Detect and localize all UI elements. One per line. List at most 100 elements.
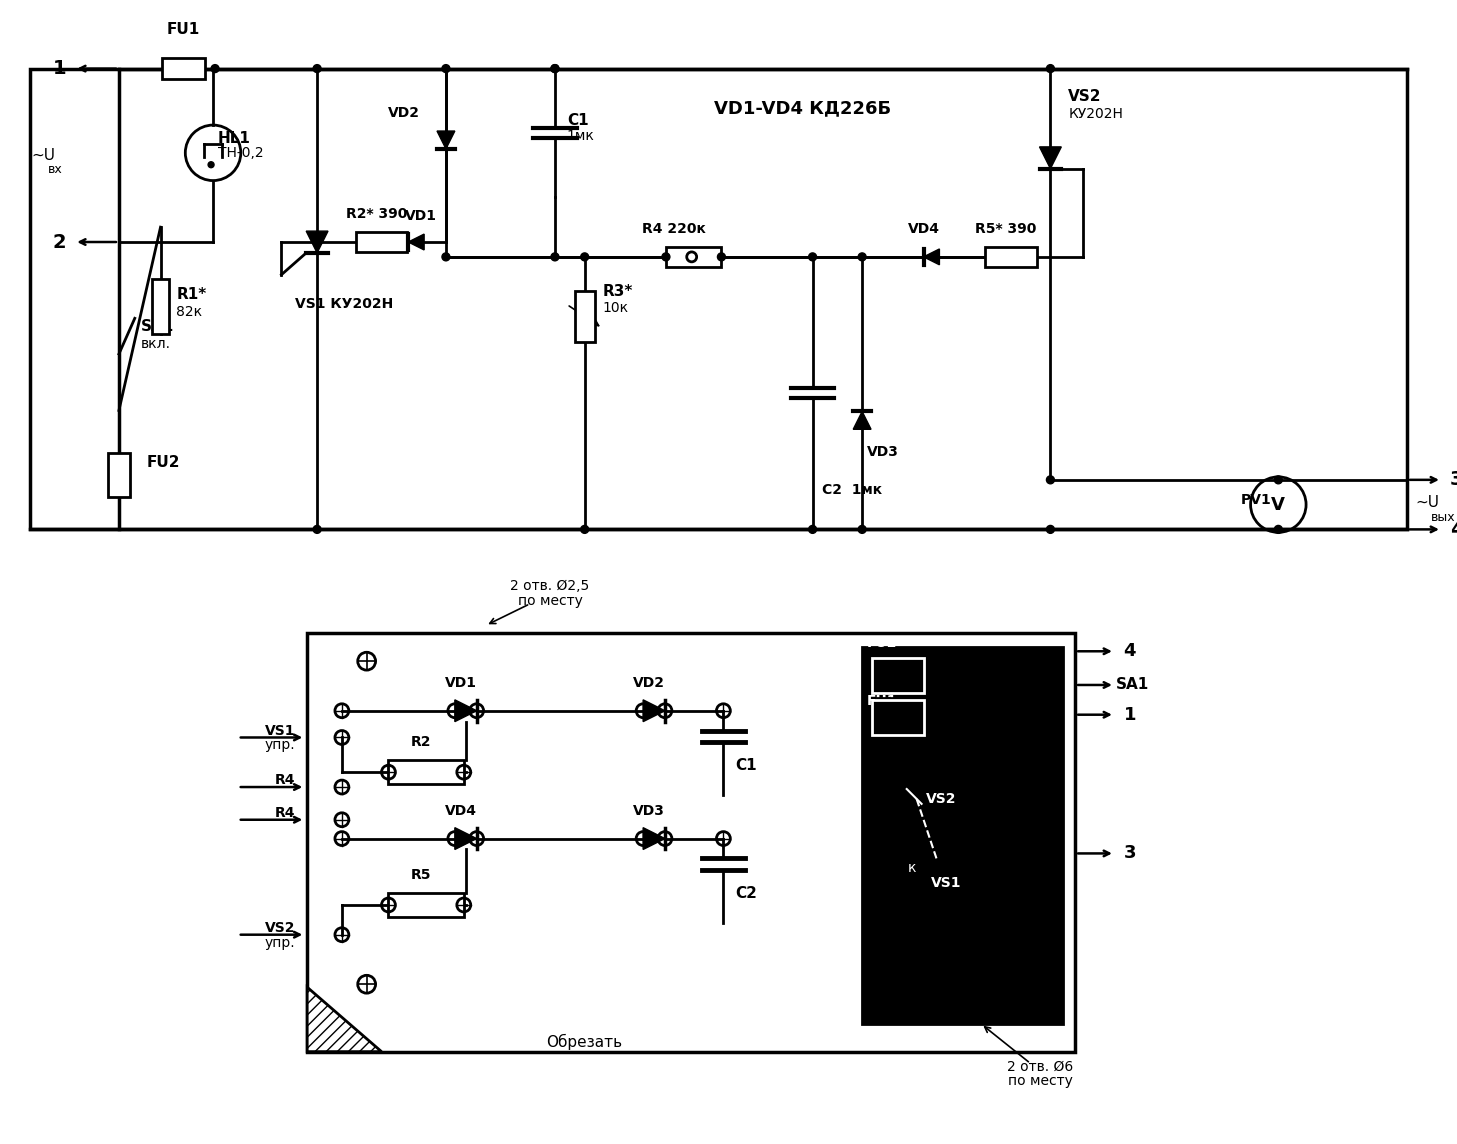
Text: VS1: VS1: [265, 723, 296, 738]
Text: упр.: упр.: [265, 738, 296, 753]
Text: R4: R4: [275, 773, 296, 787]
Polygon shape: [854, 412, 871, 429]
Circle shape: [208, 161, 214, 168]
Circle shape: [313, 64, 321, 72]
Polygon shape: [643, 827, 664, 850]
Text: VS2: VS2: [1068, 89, 1101, 104]
Circle shape: [551, 64, 559, 72]
Text: R1*: R1*: [176, 287, 207, 302]
Text: 1мк: 1мк: [567, 129, 594, 143]
Text: C2  1мк: C2 1мк: [823, 483, 883, 496]
Polygon shape: [307, 987, 382, 1051]
Text: VD1: VD1: [444, 676, 476, 690]
Bar: [108, 453, 130, 496]
Polygon shape: [643, 700, 664, 722]
Text: FU1: FU1: [166, 22, 200, 37]
Text: вых: вых: [1431, 511, 1456, 524]
Text: VS1: VS1: [931, 876, 962, 890]
Circle shape: [661, 253, 670, 261]
Polygon shape: [455, 827, 476, 850]
Circle shape: [441, 64, 450, 72]
Text: C1: C1: [567, 112, 589, 128]
Text: R3*: R3*: [603, 284, 632, 299]
Text: C2: C2: [736, 885, 758, 900]
Bar: [356, 232, 408, 252]
Text: R2* 390: R2* 390: [345, 207, 408, 221]
Bar: [29, 69, 1407, 530]
Text: по месту: по месту: [517, 594, 583, 607]
Text: 4: 4: [1450, 519, 1457, 539]
Bar: [877, 698, 931, 738]
Circle shape: [551, 253, 559, 261]
Circle shape: [1275, 525, 1282, 533]
Text: ~U: ~U: [32, 148, 55, 162]
Text: C1: C1: [736, 757, 758, 772]
Text: 3: 3: [1123, 844, 1136, 863]
Text: 10к: 10к: [603, 301, 628, 316]
Circle shape: [717, 253, 726, 261]
Bar: [574, 291, 594, 342]
Text: 82к: 82к: [176, 305, 203, 319]
Text: VS1 КУ202Н: VS1 КУ202Н: [296, 297, 393, 311]
Circle shape: [581, 525, 589, 533]
Bar: [873, 700, 924, 734]
Polygon shape: [408, 235, 424, 249]
Text: 2: 2: [52, 232, 66, 252]
Circle shape: [1046, 476, 1055, 484]
Bar: [985, 247, 1036, 267]
Text: VS2: VS2: [265, 921, 296, 935]
Text: ТН-0,2: ТН-0,2: [219, 145, 264, 160]
Text: VD2: VD2: [634, 676, 664, 690]
Circle shape: [1046, 64, 1055, 72]
Text: к: к: [908, 861, 916, 875]
Text: SA1: SA1: [1116, 677, 1150, 692]
Polygon shape: [924, 249, 940, 264]
Text: R5: R5: [411, 868, 431, 882]
Text: VD3: VD3: [867, 445, 899, 459]
Text: 1: 1: [52, 59, 66, 78]
Polygon shape: [455, 700, 476, 722]
Text: VD2: VD2: [389, 106, 420, 120]
Text: VD1: VD1: [405, 209, 437, 223]
Text: VD3: VD3: [634, 804, 664, 818]
Text: Обрезать: Обрезать: [546, 1034, 622, 1050]
Text: R5* 390: R5* 390: [975, 222, 1036, 236]
Circle shape: [858, 253, 865, 261]
Text: ~U: ~U: [1415, 495, 1440, 510]
Bar: [877, 747, 931, 787]
Circle shape: [581, 253, 589, 261]
Text: FU2: FU2: [867, 636, 898, 650]
Circle shape: [441, 253, 450, 261]
Circle shape: [809, 525, 816, 533]
Polygon shape: [306, 231, 328, 253]
Circle shape: [551, 64, 559, 72]
Bar: [162, 57, 205, 79]
Bar: [307, 634, 1075, 1051]
Circle shape: [858, 525, 865, 533]
Text: VS2: VS2: [927, 792, 957, 805]
Bar: [152, 279, 169, 334]
Text: SA1: SA1: [141, 319, 173, 334]
Text: упр.: упр.: [265, 936, 296, 950]
Text: V: V: [1272, 495, 1285, 514]
Bar: [389, 893, 463, 916]
Circle shape: [809, 253, 816, 261]
Text: VD4: VD4: [908, 222, 940, 236]
Text: HL1: HL1: [219, 132, 251, 146]
Text: 3: 3: [1450, 470, 1457, 490]
Text: FU2: FU2: [147, 455, 181, 470]
Text: VD1-VD4 КД226Б: VD1-VD4 КД226Б: [714, 100, 892, 117]
Text: по месту: по месту: [1008, 1074, 1072, 1088]
Text: к: к: [898, 777, 906, 791]
Text: 2 отв. Ø2,5: 2 отв. Ø2,5: [510, 579, 590, 593]
Text: 1: 1: [1123, 706, 1136, 724]
Text: вх: вх: [48, 162, 63, 176]
Bar: [863, 648, 1064, 1024]
Text: R2: R2: [411, 736, 431, 749]
Polygon shape: [437, 132, 455, 149]
Circle shape: [313, 525, 321, 533]
Bar: [873, 658, 924, 693]
Bar: [666, 247, 721, 267]
Text: 4: 4: [1123, 642, 1136, 660]
Polygon shape: [1039, 146, 1061, 168]
